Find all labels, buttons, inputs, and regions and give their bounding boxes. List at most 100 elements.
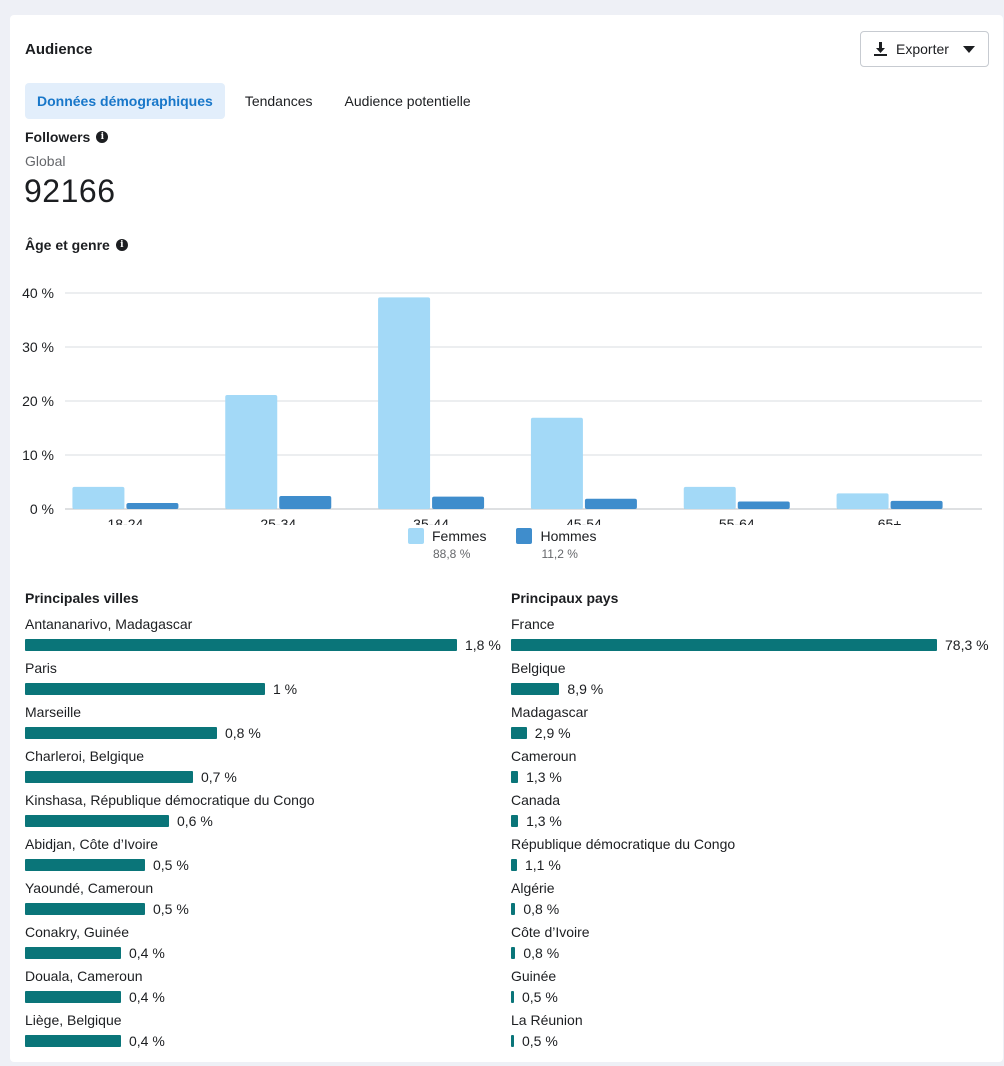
city-label: Marseille — [25, 704, 82, 720]
city-value: 0,7 % — [201, 769, 237, 785]
countries-title: Principaux pays — [511, 590, 619, 606]
city-item: Marseille 0,8 % — [25, 703, 501, 747]
country-value: 2,9 % — [534, 725, 571, 741]
country-label: Cameroun — [511, 748, 577, 764]
countries-list: France 78,3 % Belgique 8,9 % Madagascar 2,9 %… — [511, 615, 989, 1055]
tab-trends[interactable]: Tendances — [244, 93, 313, 109]
country-bar — [511, 859, 517, 871]
city-value: 0,5 % — [153, 901, 189, 917]
country-item: Algérie 0,8 % — [511, 879, 989, 923]
country-value: 1,3 % — [526, 769, 562, 785]
city-bar-row: 0,7 % — [25, 769, 501, 785]
export-button[interactable]: Exporter — [860, 31, 989, 67]
city-item: Conakry, Guinée 0,4 % — [25, 923, 501, 967]
country-value: 0,5 % — [522, 1033, 558, 1049]
country-bar — [511, 683, 560, 695]
country-bar-row: 2,9 % — [511, 725, 989, 741]
city-value: 1 % — [273, 681, 298, 697]
bar-hommes-18-24 — [126, 503, 179, 509]
legend-item-femmes[interactable]: Femmes 88,8 % — [408, 528, 486, 561]
city-label: Kinshasa, République démocratique du Con… — [25, 792, 315, 808]
info-icon[interactable]: i — [96, 131, 109, 143]
export-label: Exporter — [896, 41, 949, 57]
country-value: 8,9 % — [567, 681, 604, 697]
legend-label-femmes: Femmes — [432, 528, 487, 544]
city-bar — [25, 639, 457, 651]
bar-hommes-25-34 — [279, 496, 332, 509]
y-tick-label: 40 % — [22, 285, 54, 301]
city-bar — [25, 947, 121, 959]
city-bar — [25, 903, 145, 915]
x-tick-label: 65+ — [878, 516, 902, 525]
city-bar-row: 0,4 % — [25, 989, 501, 1005]
city-bar-row: 0,4 % — [25, 1033, 501, 1049]
bar-femmes-45-54 — [530, 417, 583, 509]
bar-femmes-35-44 — [378, 297, 431, 509]
city-item: Yaoundé, Cameroun 0,5 % — [25, 879, 501, 923]
country-bar-row: 0,8 % — [511, 945, 989, 961]
country-item: Côte d’Ivoire 0,8 % — [511, 923, 989, 967]
age-gender-chart: 0 % 10 % 20 % 30 % 40 % 18-24 25-34 35-44 45-54 5… — [22, 285, 982, 525]
y-tick-label: 20 % — [22, 393, 54, 409]
city-bar-row: 0,5 % — [25, 857, 501, 873]
country-item: République démocratique du Congo 1,1 % — [511, 835, 989, 879]
country-bar-row: 78,3 % — [511, 637, 989, 653]
y-tick-label: 10 % — [22, 447, 54, 463]
country-bar-row: 0,5 % — [511, 1033, 989, 1049]
city-label: Conakry, Guinée — [25, 924, 130, 940]
country-bar-row: 1,3 % — [511, 769, 989, 785]
city-bar-row: 0,5 % — [25, 901, 501, 917]
country-bar — [511, 991, 514, 1003]
tab-potential-audience[interactable]: Audience potentielle — [344, 93, 471, 109]
city-bar — [25, 727, 217, 739]
x-tick-label: 18-24 — [108, 516, 144, 525]
city-label: Paris — [25, 660, 57, 676]
cities-list: Antananarivo, Madagascar 1,8 % Paris 1 % Mar… — [25, 615, 501, 1055]
country-bar — [511, 947, 516, 959]
country-value: 0,8 % — [523, 945, 560, 961]
legend-swatch-hommes — [516, 528, 533, 544]
city-item: Antananarivo, Madagascar 1,8 % — [25, 615, 501, 659]
country-label: Guinée — [511, 968, 557, 984]
city-label: Abidjan, Côte d’Ivoire — [25, 836, 159, 852]
city-item: Kinshasa, République démocratique du Con… — [25, 791, 501, 835]
city-bar — [25, 859, 145, 871]
cities-title: Principales villes — [25, 590, 139, 606]
city-item: Paris 1 % — [25, 659, 501, 703]
country-bar — [511, 815, 519, 827]
city-value: 0,4 % — [129, 989, 165, 1005]
country-value: 78,3 % — [945, 637, 989, 653]
city-value: 0,5 % — [153, 857, 189, 873]
bar-hommes-65+ — [890, 500, 943, 509]
country-bar-row: 1,1 % — [511, 857, 989, 873]
bar-femmes-65+ — [836, 493, 889, 509]
city-value: 0,6 % — [177, 813, 213, 829]
city-bar — [25, 1035, 121, 1047]
x-tick-label: 45-54 — [566, 516, 602, 525]
country-bar — [511, 771, 519, 783]
country-item: Madagascar 2,9 % — [511, 703, 989, 747]
city-label: Charleroi, Belgique — [25, 748, 145, 764]
city-item: Charleroi, Belgique 0,7 % — [25, 747, 501, 791]
legend-total-femmes: 88,8 % — [433, 547, 471, 561]
city-label: Antananarivo, Madagascar — [25, 616, 193, 632]
country-value: 0,5 % — [522, 989, 558, 1005]
tab-bar: Données démographiques Tendances Audienc… — [25, 83, 491, 119]
country-bar — [511, 1035, 514, 1047]
country-label: République démocratique du Congo — [511, 836, 736, 852]
tab-demographics[interactable]: Données démographiques — [25, 83, 225, 119]
info-icon[interactable]: i — [115, 239, 128, 251]
city-bar-row: 0,4 % — [25, 945, 501, 961]
country-item: Belgique 8,9 % — [511, 659, 989, 703]
followers-scope: Global — [25, 153, 66, 169]
bar-femmes-25-34 — [225, 395, 278, 509]
country-label: Belgique — [511, 660, 566, 676]
city-label: Douala, Cameroun — [25, 968, 143, 984]
country-item: Guinée 0,5 % — [511, 967, 989, 1011]
legend-item-hommes[interactable]: Hommes 11,2 % — [516, 528, 596, 561]
city-value: 0,4 % — [129, 1033, 165, 1049]
country-value: 1,3 % — [526, 813, 562, 829]
x-tick-label: 35-44 — [413, 516, 449, 525]
city-value: 0,4 % — [129, 945, 165, 961]
audience-card: Audience Exporter Données démographiques… — [10, 15, 1003, 1062]
